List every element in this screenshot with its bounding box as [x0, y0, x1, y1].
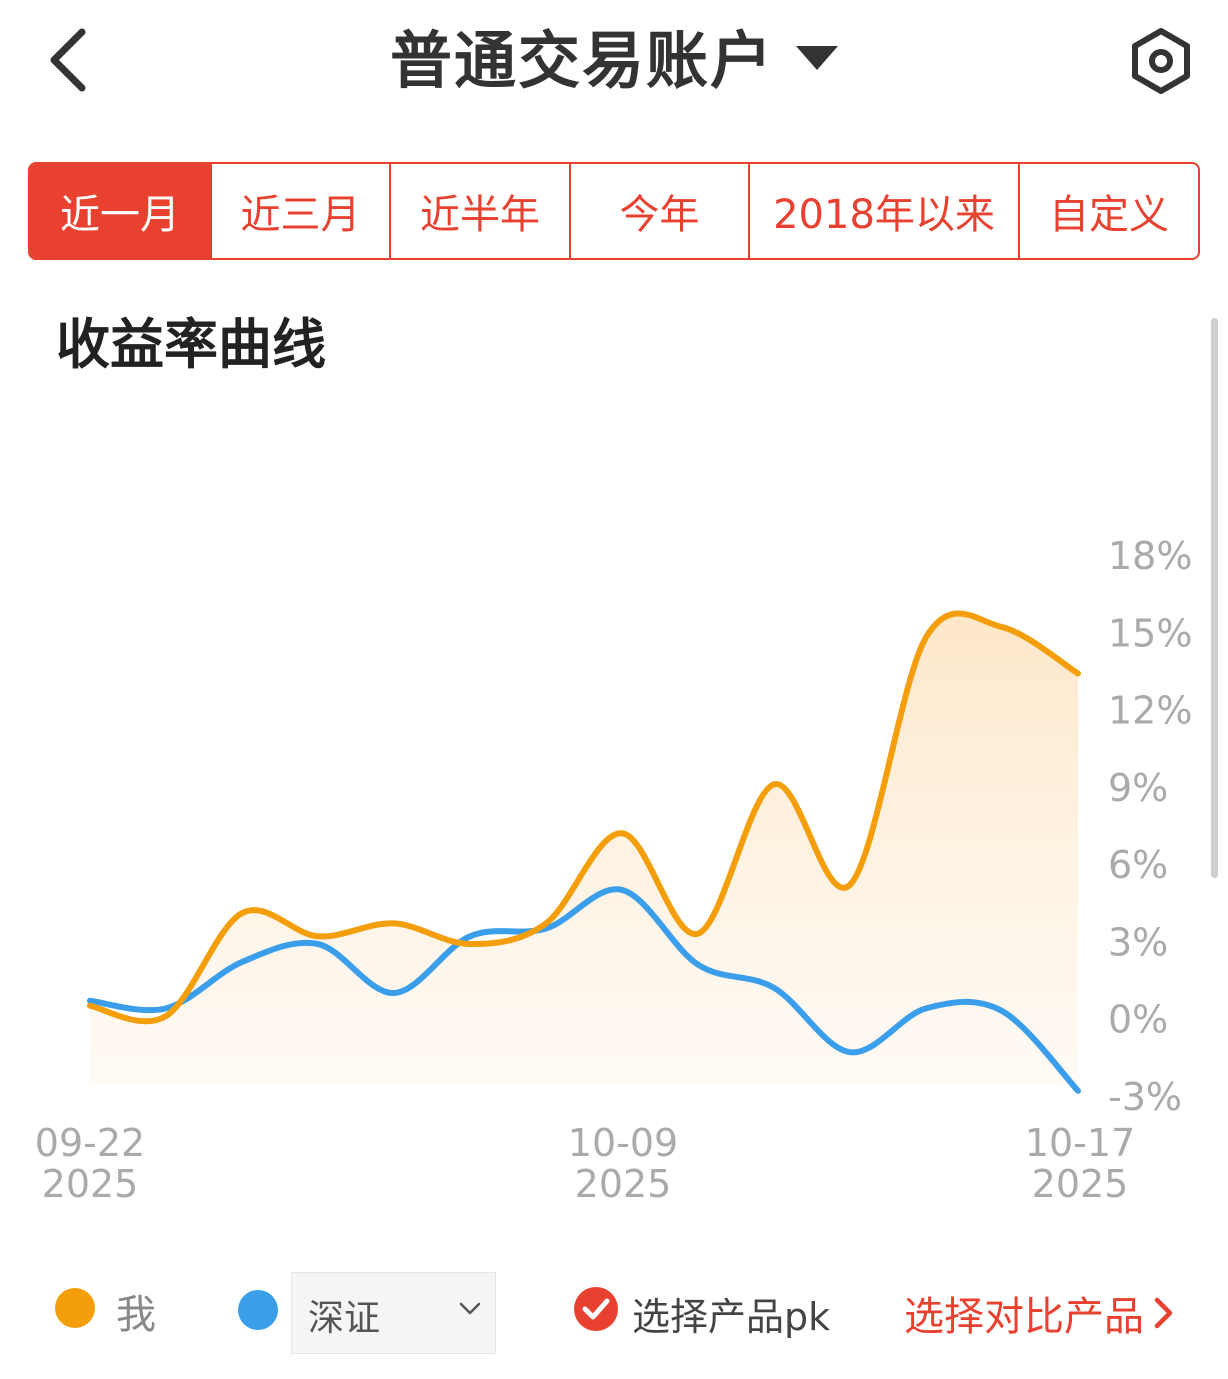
- benchmark-select[interactable]: 深证: [291, 1272, 496, 1354]
- y-tick-label: 6%: [1108, 843, 1168, 887]
- tab-6-months[interactable]: 近半年: [391, 164, 571, 258]
- chevron-left-icon: [50, 28, 86, 92]
- chevron-down-icon: [459, 1302, 481, 1315]
- legend-benchmark-dot: [238, 1290, 278, 1330]
- scrollbar[interactable]: [1211, 318, 1218, 878]
- x-tick-date: 10-09: [568, 1121, 678, 1165]
- x-tick-year: 2025: [42, 1162, 139, 1206]
- series-area-0: [90, 613, 1078, 1084]
- y-tick-label: 15%: [1108, 611, 1192, 655]
- x-tick-year: 2025: [1032, 1162, 1129, 1206]
- y-tick-label: 18%: [1108, 534, 1192, 578]
- tab-this-year[interactable]: 今年: [571, 164, 750, 258]
- y-tick-label: 0%: [1108, 998, 1168, 1042]
- chart-legend: 我 深证 选择产品pk 选择对比产品: [0, 1260, 1228, 1360]
- legend-me-label: 我: [116, 1292, 156, 1338]
- y-tick-label: 12%: [1108, 689, 1192, 733]
- product-pk-label[interactable]: 选择产品pk: [632, 1295, 831, 1339]
- tab-3-months[interactable]: 近三月: [212, 164, 391, 258]
- top-nav-bar: 普通交易账户: [0, 0, 1228, 120]
- period-tabs: 近一月 近三月 近半年 今年 2018年以来 自定义: [28, 162, 1200, 260]
- section-title: 收益率曲线: [56, 313, 326, 376]
- legend-me-dot: [55, 1288, 95, 1328]
- tab-1-month[interactable]: 近一月: [30, 164, 212, 258]
- account-selector[interactable]: 普通交易账户: [390, 10, 838, 100]
- back-button[interactable]: [40, 22, 100, 98]
- series-line-1: [87, 886, 1081, 1094]
- tab-since-2018[interactable]: 2018年以来: [750, 164, 1020, 258]
- settings-button[interactable]: [1126, 26, 1196, 96]
- y-tick-label: 3%: [1108, 920, 1168, 964]
- series-line-0: [87, 610, 1081, 1025]
- x-tick-date: 10-17: [1025, 1121, 1135, 1165]
- page-title: 普通交易账户: [389, 24, 774, 97]
- x-tick-year: 2025: [575, 1162, 672, 1206]
- chevron-right-icon[interactable]: [1152, 1295, 1176, 1331]
- check-circle-icon[interactable]: [572, 1285, 620, 1333]
- hexagon-settings-icon: [1132, 28, 1190, 94]
- tab-custom[interactable]: 自定义: [1049, 192, 1169, 238]
- y-tick-label: 9%: [1108, 766, 1168, 810]
- y-tick-label: -3%: [1108, 1075, 1182, 1119]
- x-tick-date: 09-22: [35, 1121, 145, 1165]
- compare-product-link[interactable]: 选择对比产品: [904, 1294, 1144, 1340]
- benchmark-select-value: 深证: [308, 1298, 381, 1339]
- caret-down-icon: [796, 46, 838, 70]
